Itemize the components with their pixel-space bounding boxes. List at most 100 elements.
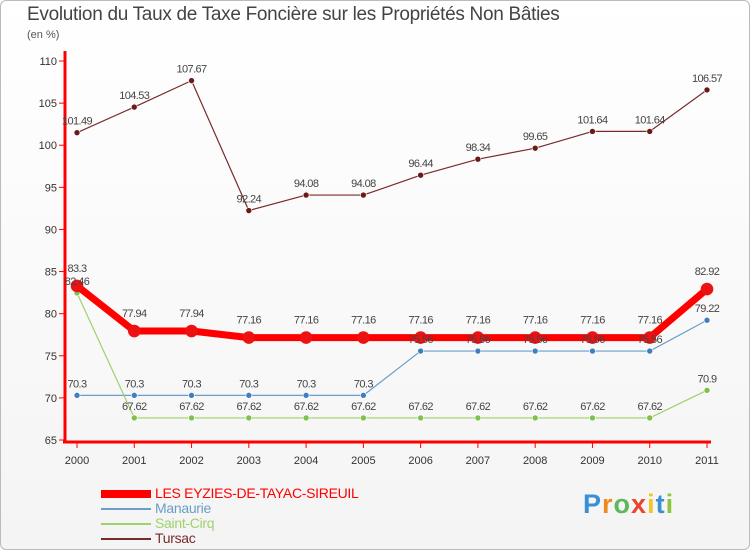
data-label: 75.56 — [408, 334, 433, 346]
data-point — [703, 86, 711, 94]
data-label: 79.22 — [695, 303, 720, 315]
data-label: 70.3 — [182, 378, 201, 390]
data-point — [531, 144, 539, 152]
data-point — [360, 191, 367, 199]
data-point — [188, 414, 195, 422]
proxiti-logo: Proxiti — [583, 489, 674, 520]
data-label: 70.9 — [697, 373, 716, 385]
data-point — [73, 129, 81, 136]
data-label: 75.56 — [466, 334, 491, 346]
logo-letter: P — [583, 489, 603, 519]
data-label: 70.3 — [354, 378, 373, 390]
y-tick-label: 70 — [45, 393, 57, 405]
x-tick-label: 2006 — [408, 455, 432, 467]
data-label: 94.08 — [351, 178, 376, 190]
data-label: 77.16 — [237, 315, 262, 327]
series-line — [76, 80, 708, 212]
data-label: 96.44 — [408, 158, 433, 170]
data-point — [185, 324, 198, 338]
x-tick-label: 2001 — [122, 455, 146, 467]
x-tick-label: 2011 — [695, 455, 719, 467]
series-line — [76, 292, 708, 419]
data-label: 101.64 — [635, 114, 666, 126]
logo-letter: i — [647, 489, 656, 519]
x-tick-label: 2005 — [351, 455, 375, 467]
data-label: 67.62 — [351, 401, 376, 413]
logo-letter: i — [665, 489, 675, 519]
data-label: 107.67 — [177, 64, 208, 76]
y-tick-label: 100 — [39, 140, 57, 152]
data-label: 92.24 — [237, 194, 262, 206]
legend-swatch — [101, 508, 151, 510]
data-label: 104.53 — [119, 90, 150, 102]
data-point — [360, 392, 367, 399]
data-point — [73, 392, 81, 399]
data-label: 77.16 — [637, 315, 662, 327]
data-label: 77.16 — [580, 315, 605, 327]
data-label: 67.62 — [294, 401, 319, 413]
data-label: 101.64 — [577, 114, 608, 126]
data-label: 77.16 — [294, 315, 319, 327]
x-tick-label: 2010 — [637, 455, 661, 467]
legend-label: Manaurie — [155, 500, 211, 516]
legend-swatch — [101, 538, 151, 540]
data-point — [417, 171, 424, 179]
data-label: 67.62 — [580, 401, 605, 413]
chart-title: Evolution du Taux de Taxe Foncière sur l… — [27, 4, 560, 25]
data-point — [474, 347, 482, 355]
data-point — [474, 414, 482, 422]
legend-label: LES EYZIES-DE-TAYAC-SIREUIL — [155, 485, 359, 501]
data-label: 77.16 — [351, 315, 376, 327]
data-point — [130, 414, 138, 422]
logo-letter: r — [602, 489, 614, 519]
data-label: 67.62 — [408, 401, 433, 413]
data-point — [589, 347, 596, 355]
y-tick-label: 95 — [45, 182, 57, 194]
x-tick-label: 2003 — [237, 455, 261, 467]
data-label: 67.62 — [179, 401, 204, 413]
data-point — [646, 414, 654, 422]
data-point — [357, 331, 370, 344]
y-tick-label: 80 — [45, 309, 57, 321]
y-tick-label: 75 — [45, 351, 57, 363]
data-label: 101.49 — [62, 116, 93, 128]
data-point — [302, 392, 310, 399]
data-point — [531, 414, 539, 422]
data-point — [474, 155, 482, 163]
data-point — [360, 414, 367, 422]
data-label: 77.94 — [179, 308, 204, 320]
data-label: 98.34 — [466, 142, 491, 154]
data-label: 75.56 — [580, 334, 605, 346]
data-point — [586, 331, 599, 344]
data-label: 75.56 — [637, 334, 662, 346]
y-tick-label: 105 — [39, 98, 57, 110]
series-line — [73, 282, 711, 342]
logo-letter: x — [631, 489, 648, 519]
x-tick-label: 2002 — [179, 455, 203, 467]
data-point — [471, 331, 485, 344]
data-label: 77.16 — [408, 315, 433, 327]
data-point — [417, 347, 424, 355]
data-label: 70.3 — [67, 378, 86, 390]
data-label: 70.3 — [297, 378, 316, 390]
data-label: 106.57 — [692, 73, 723, 85]
data-point — [70, 279, 84, 293]
data-point — [245, 207, 253, 214]
logo-letter: o — [613, 489, 632, 519]
data-label: 99.65 — [523, 131, 548, 143]
data-point — [242, 331, 256, 344]
data-point — [703, 387, 711, 394]
data-label: 94.08 — [294, 178, 319, 190]
x-tick-label: 2007 — [466, 455, 490, 467]
data-label: 77.16 — [466, 315, 491, 327]
x-tick-label: 2008 — [523, 455, 547, 467]
data-point — [531, 347, 539, 355]
data-point — [299, 331, 313, 344]
data-point — [643, 331, 657, 344]
logo-letter: t — [655, 489, 666, 519]
legend-label: Tursac — [155, 530, 196, 546]
data-label: 83.3 — [67, 263, 86, 275]
data-label: 70.3 — [125, 378, 144, 390]
